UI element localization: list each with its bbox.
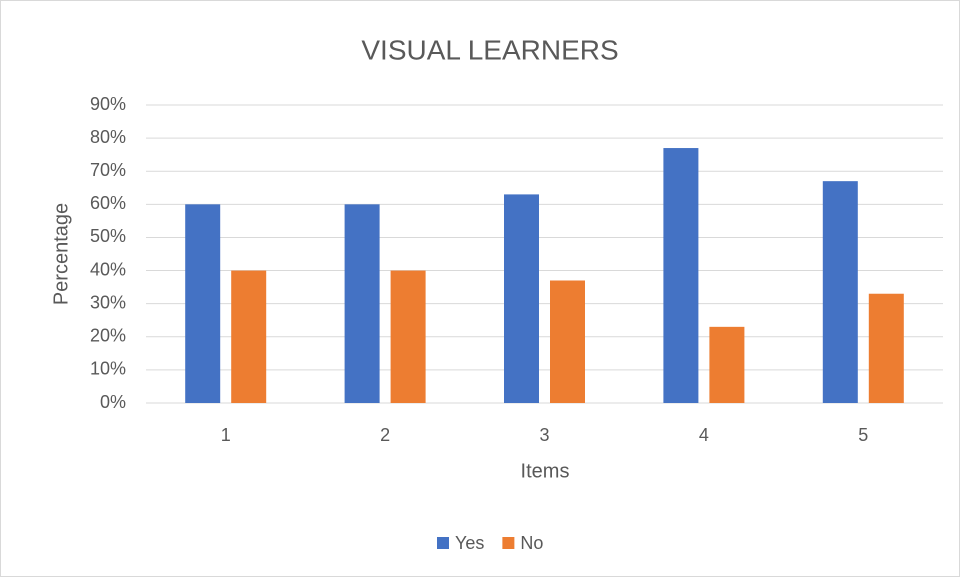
bar [868, 293, 904, 403]
x-axis-label: Items [521, 460, 570, 482]
bar [822, 181, 858, 403]
x-tick-label: 1 [221, 425, 231, 445]
x-tick-label: 4 [699, 425, 709, 445]
y-tick-label: 30% [90, 292, 126, 312]
x-tick-label: 5 [858, 425, 868, 445]
bar [550, 280, 585, 403]
bar [709, 326, 745, 403]
y-tick-label: 40% [90, 259, 126, 279]
x-tick-label: 3 [539, 425, 549, 445]
y-tick-label: 80% [90, 127, 126, 147]
y-tick-label: 20% [90, 326, 126, 346]
legend-label: No [520, 533, 543, 553]
y-tick-label: 60% [90, 193, 126, 213]
bar [185, 204, 221, 403]
legend-swatch [502, 537, 515, 549]
x-tick-label: 2 [380, 425, 390, 445]
y-tick-label: 10% [90, 359, 126, 379]
bar [390, 270, 426, 403]
y-axis-label: Percentage [50, 203, 72, 305]
bar [344, 204, 380, 403]
y-tick-label: 90% [90, 94, 126, 114]
bar [504, 194, 539, 403]
chart-title: VISUAL LEARNERS [361, 34, 618, 65]
bar [231, 270, 267, 403]
y-tick-label: 70% [90, 160, 126, 180]
bar [663, 148, 699, 403]
legend-swatch [437, 537, 449, 549]
y-tick-label: 0% [100, 392, 126, 412]
y-tick-label: 50% [90, 226, 126, 246]
legend-label: Yes [455, 533, 484, 553]
